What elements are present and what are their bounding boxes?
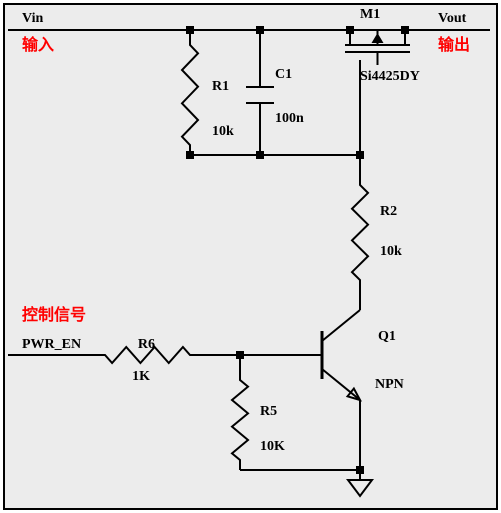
R2-ref: R2 [380,204,397,219]
Q1-ref: Q1 [378,329,396,344]
pwren-label: PWR_EN [22,337,81,352]
R5-ref: R5 [260,404,277,419]
junction-0 [186,26,194,34]
vin-label: Vin [22,11,43,26]
vout-label: Vout [438,11,467,26]
junction-3 [401,26,409,34]
junction-5 [256,151,264,159]
vout-annot: 输出 [438,35,470,54]
pwren-annot: 控制信号 [22,305,86,324]
Q1-part: NPN [375,377,404,392]
junction-1 [256,26,264,34]
C1-ref: C1 [275,67,292,82]
junction-4 [186,151,194,159]
C1-val: 100n [275,111,304,126]
schematic-frame [4,4,497,509]
vin-annot: 输入 [22,35,54,54]
R1-ref: R1 [212,79,229,94]
R5-val: 10K [260,439,285,454]
R6-ref: R6 [138,337,155,352]
R2-val: 10k [380,244,402,259]
M1-part: Si4425DY [360,69,420,84]
junction-8 [356,466,364,474]
junction-2 [346,26,354,34]
R1-val: 10k [212,124,234,139]
junction-7 [236,351,244,359]
junction-6 [356,151,364,159]
R6-val: 1K [132,369,150,384]
M1-ref: M1 [360,7,380,22]
